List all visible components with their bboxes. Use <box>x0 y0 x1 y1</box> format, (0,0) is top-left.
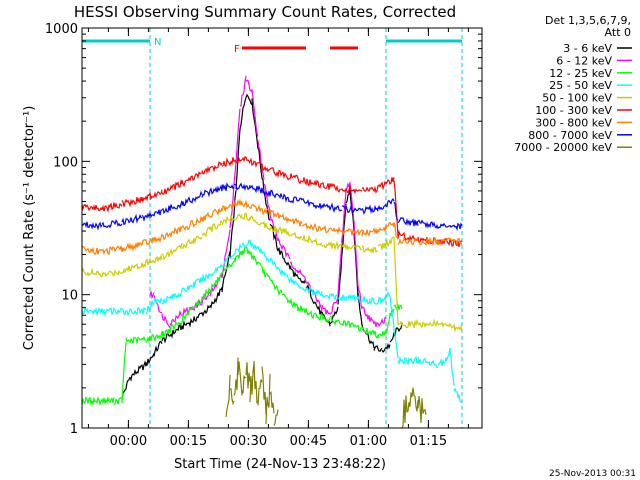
legend-header-line: Att 0 <box>605 26 631 39</box>
legend-entry-label: 12 - 25 keV <box>549 67 612 80</box>
series-line-100-300keV <box>81 156 463 248</box>
axes: 1 10 100 1000 00:00 00:15 00:30 00:45 01:00 01:15 <box>45 22 483 449</box>
legend-entry-label: 6 - 12 keV <box>556 54 612 67</box>
y-tick-label: 10 <box>61 289 78 304</box>
legend-entry-label: 7000 - 20000 keV <box>514 141 612 154</box>
legend-entry-label: 3 - 6 keV <box>563 42 612 55</box>
annotation-night-label: N <box>154 37 161 48</box>
plot-area <box>81 75 463 429</box>
legend-entry-label: 100 - 300 keV <box>535 104 612 117</box>
legend-entry-label: 50 - 100 keV <box>542 92 612 105</box>
series-line-300-800keV <box>81 198 463 256</box>
series-line-50-100keV <box>81 212 463 333</box>
legend-entry-label: 800 - 7000 keV <box>528 129 612 142</box>
x-tick-label: 00:00 <box>110 434 147 449</box>
x-tick-label: 01:15 <box>410 434 447 449</box>
x-tick-label: 01:00 <box>350 434 387 449</box>
footer-date: 25-Nov-2013 00:31 <box>549 469 636 479</box>
series-line-25-50keV <box>81 239 463 404</box>
x-axis-label: Start Time (24-Nov-13 23:48:22) <box>174 457 386 472</box>
annotation-flare-label: F <box>234 44 240 55</box>
y-tick-label: 1000 <box>45 22 78 37</box>
x-tick-label: 00:30 <box>230 434 267 449</box>
x-tick-label: 00:45 <box>290 434 327 449</box>
plot-frame <box>81 27 483 429</box>
series-line-800-7000keV <box>81 182 463 232</box>
series-line-12-25keV <box>81 245 403 407</box>
y-axis-label: Corrected Count Rate (s⁻¹ detector⁻¹) <box>22 106 37 351</box>
chart-title: HESSI Observing Summary Count Rates, Cor… <box>74 3 456 21</box>
legend-entry-label: 25 - 50 keV <box>549 79 612 92</box>
series-line-7000-20000keV <box>225 357 427 429</box>
y-tick-label: 1 <box>70 422 78 437</box>
legend-entry-label: 300 - 800 keV <box>535 116 612 129</box>
legend-header-line: Det 1,3,5,6,7,9, <box>545 14 631 27</box>
y-tick-label: 100 <box>53 155 78 170</box>
x-tick-label: 00:15 <box>170 434 207 449</box>
